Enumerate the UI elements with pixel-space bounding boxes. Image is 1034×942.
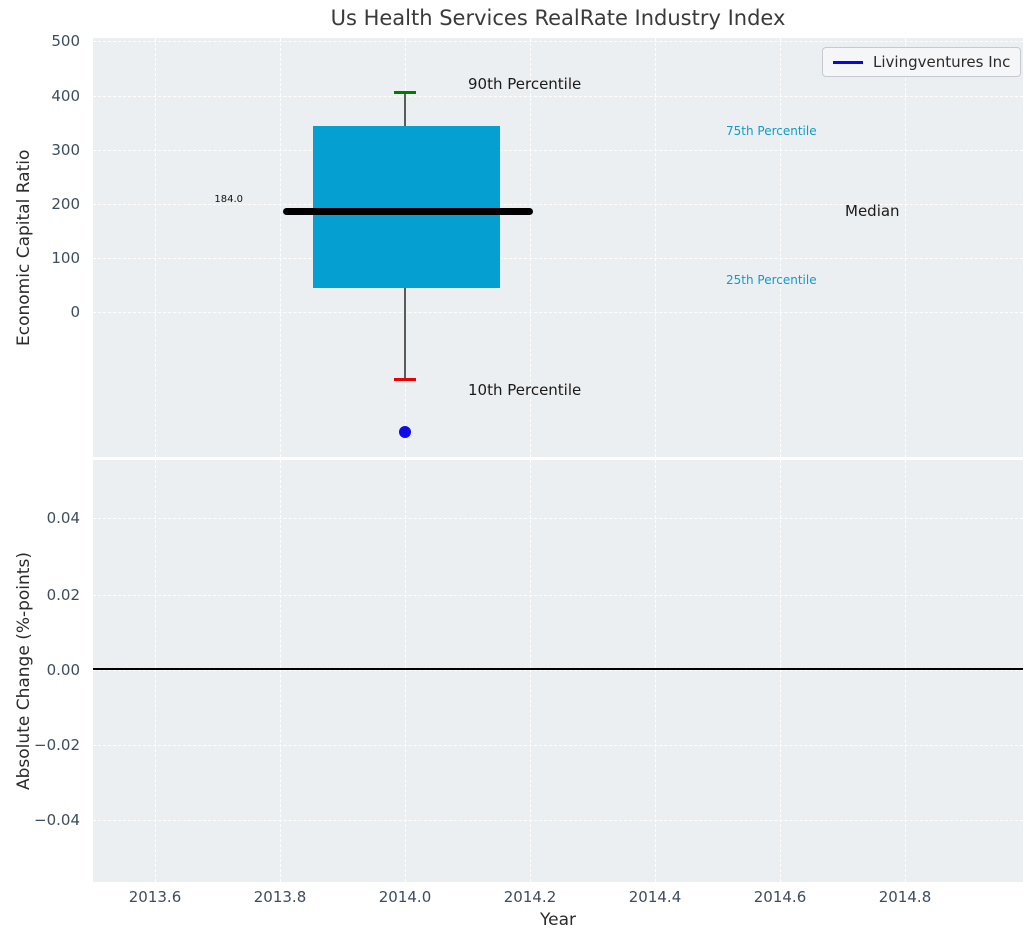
gridline <box>780 38 781 457</box>
median-annotation: Median <box>845 202 900 220</box>
gridline <box>155 460 156 882</box>
top-y-axis-label: Economic Capital Ratio <box>14 149 34 346</box>
p90-annotation: 90th Percentile <box>468 75 582 93</box>
y-tick-label: 0.04 <box>46 509 80 527</box>
p90-whisker-cap <box>394 91 416 94</box>
bottom-plot-area <box>93 460 1023 882</box>
gridline <box>93 820 1023 821</box>
company-data-point <box>399 426 411 438</box>
x-axis-label: Year <box>540 910 576 930</box>
legend-line-sample <box>833 60 863 64</box>
x-tick-label: 2013.8 <box>253 888 307 906</box>
gridline <box>93 150 1023 151</box>
gridline <box>280 38 281 457</box>
x-tick-label: 2014.2 <box>503 888 557 906</box>
gridline <box>93 96 1023 97</box>
chart-title: Us Health Services RealRate Industry Ind… <box>330 6 786 30</box>
y-tick-label: 0.00 <box>46 661 80 679</box>
gridline <box>655 460 656 882</box>
y-tick-label: 400 <box>51 87 80 105</box>
gridline <box>93 258 1023 259</box>
y-tick-label: 0.02 <box>46 586 80 604</box>
gridline <box>905 38 906 457</box>
x-tick-label: 2014.4 <box>628 888 682 906</box>
median-line <box>283 208 533 215</box>
zero-baseline <box>93 668 1023 670</box>
y-tick-label: 0 <box>70 303 80 321</box>
gridline <box>530 38 531 457</box>
gridline <box>93 41 1023 42</box>
gridline <box>530 460 531 882</box>
interquartile-box <box>313 126 500 288</box>
gridline <box>93 595 1023 596</box>
p25-annotation: 25th Percentile <box>726 273 817 287</box>
top-plot-area: 184.0 90th Percentile 75th Percentile Me… <box>93 38 1023 457</box>
y-tick-label: −0.02 <box>34 736 80 754</box>
gridline <box>93 518 1023 519</box>
y-tick-label: 200 <box>51 195 80 213</box>
gridline <box>655 38 656 457</box>
gridline <box>780 460 781 882</box>
x-tick-label: 2014.6 <box>753 888 807 906</box>
y-tick-label: −0.04 <box>34 811 80 829</box>
x-tick-label: 2014.0 <box>378 888 432 906</box>
legend-label: Livingventures Inc <box>873 53 1011 71</box>
p10-whisker-cap <box>394 378 416 381</box>
bottom-y-axis-label: Absolute Change (%-points) <box>14 552 34 790</box>
x-tick-label: 2014.8 <box>878 888 932 906</box>
gridline <box>93 312 1023 313</box>
y-tick-label: 500 <box>51 32 80 50</box>
gridline <box>405 460 406 882</box>
x-tick-label: 2013.6 <box>128 888 182 906</box>
y-tick-label: 300 <box>51 141 80 159</box>
p10-annotation: 10th Percentile <box>468 381 582 399</box>
legend: Livingventures Inc <box>822 47 1022 77</box>
gridline <box>155 38 156 457</box>
y-tick-label: 100 <box>51 249 80 267</box>
gridline <box>93 670 1023 671</box>
gridline <box>280 460 281 882</box>
median-value-label: 184.0 <box>214 194 243 205</box>
gridline <box>93 745 1023 746</box>
p75-annotation: 75th Percentile <box>726 124 817 138</box>
gridline <box>93 204 1023 205</box>
gridline <box>905 460 906 882</box>
